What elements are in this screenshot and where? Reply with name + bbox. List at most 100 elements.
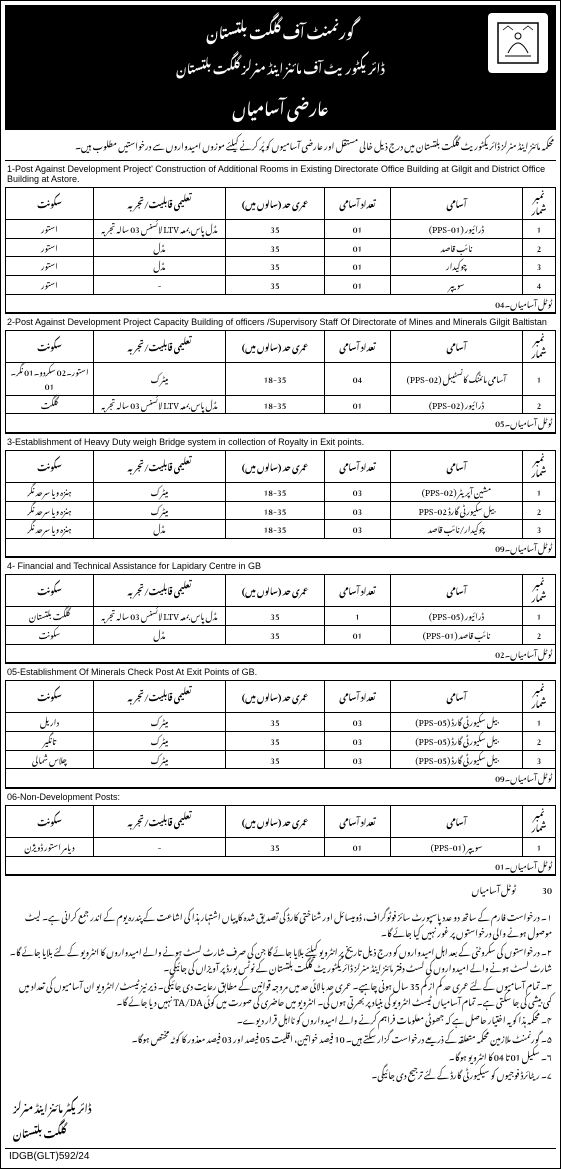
table-cell: 01	[325, 238, 391, 257]
reference-number: IDGB(GLT)592/24	[5, 1148, 556, 1164]
table-header: تعلیمی قابلیت/تجربہ	[94, 681, 226, 713]
grand-total-label: ٹوٹل آسامیاں	[472, 878, 516, 900]
table-cell: گلگت بلتستان	[6, 607, 94, 626]
table-header: سکونت	[6, 805, 94, 837]
table-cell: 01	[325, 626, 391, 645]
table-cell: 03	[325, 713, 391, 732]
table-cell: 35	[226, 713, 325, 732]
table-header: تعلیمی قابلیت/تجربہ	[94, 188, 226, 220]
table-header: آسامی	[391, 188, 523, 220]
table-header: تعداد آسامی	[325, 450, 391, 482]
table-cell: -	[94, 275, 226, 294]
table-header: نمبر شمار	[523, 681, 556, 713]
table-cell: 3	[523, 257, 556, 276]
section-title: 05-Establishment Of Minerals Check Post …	[5, 663, 556, 680]
table-header: عمری حد (سالوں میں)	[226, 331, 325, 363]
table-cell: 01	[325, 838, 391, 857]
table-header: آسامی	[391, 575, 523, 607]
table-cell: 4	[523, 275, 556, 294]
table-cell: گلگت	[6, 395, 94, 414]
table-cell: سویپر	[391, 275, 523, 294]
notes-section: ۱۔ درخواست فارم کے ساتھ دو عدد پاسپورٹ س…	[5, 902, 556, 1090]
table-cell: استور	[6, 257, 94, 276]
table-header: تعلیمی قابلیت/تجربہ	[94, 450, 226, 482]
table-header: آسامی	[391, 805, 523, 837]
table-cell: بیل سکیورٹی گارڈ (PPS-05)	[391, 732, 523, 751]
table-header: آسامی	[391, 331, 523, 363]
note-item: ۲۔ درخواستوں کی سکروٹنی کے بعد اہل امیدو…	[9, 943, 552, 975]
table-cell: 35	[226, 238, 325, 257]
table-header: عمری حد (سالوں میں)	[226, 681, 325, 713]
section-title: 1-Post Against Development Project' Cons…	[5, 160, 556, 187]
table-cell: 1	[523, 838, 556, 857]
table-cell: 35	[226, 257, 325, 276]
note-item: ۴۔ محکمہ ہذا کو یہ اختیار حاصل ہے کہ جھو…	[9, 1011, 552, 1027]
table-cell: 1	[523, 713, 556, 732]
table-cell: چوکیدار/نائب قاصد	[391, 520, 523, 539]
table-row: 2نائب قاصد (PPS-01)0135مڈلسکونت	[6, 626, 556, 645]
job-advertisement-page: گورنمنٹ آف گلگت بلتستان ڈائریکٹوریٹ آف م…	[0, 0, 561, 1169]
table-header: نمبر شمار	[523, 575, 556, 607]
table-cell: 35	[226, 275, 325, 294]
table-cell: ہنزہ ویا سرحد نگر	[6, 501, 94, 520]
table-cell: 18-35	[226, 395, 325, 414]
table-cell: 01	[325, 220, 391, 239]
section-total-row: ٹوٹل آسامیاں۔09	[6, 769, 556, 788]
table-cell: استور۔02 سکردو۔01 نگر۔01	[6, 363, 94, 395]
directorate-name: ڈائریکٹوریٹ آف مائنز اینڈ منرلز گلگت بلت…	[9, 48, 552, 82]
notice-title: عارضی آسامیاں	[9, 82, 552, 126]
table-cell: چلاس شمالی	[6, 750, 94, 769]
table-header: تعداد آسامی	[325, 331, 391, 363]
table-cell: استور	[6, 275, 94, 294]
table-header: عمری حد (سالوں میں)	[226, 188, 325, 220]
table-cell: مشین آپریٹر (PPS-02)	[391, 482, 523, 501]
table-row: 2ڈرائیور (PPS-02)0118-35مڈل پاس بمعہ LTV…	[6, 395, 556, 414]
table-header: تعداد آسامی	[325, 681, 391, 713]
table-row: 2بیل سکیورٹی گارڈ (PPS-05)0335میٹرکتانگی…	[6, 732, 556, 751]
table-cell: مڈل پاس بمعہ LTV لائسنس 03 سالہ تجربہ	[94, 395, 226, 414]
signature-block: ڈائریکٹر مائنز اینڈ منرلز گلگت بلتستان	[5, 1090, 556, 1148]
grand-total-value: 30	[542, 878, 552, 900]
table-header: تعلیمی قابلیت/تجربہ	[94, 331, 226, 363]
table-row: 1بیل سکیورٹی گارڈ (PPS-05)0335میٹرکداریل	[6, 713, 556, 732]
table-cell: ڈرائیور (PPS-05)	[391, 607, 523, 626]
table-cell: 1	[325, 607, 391, 626]
table-header: نمبر شمار	[523, 331, 556, 363]
table-header: سکونت	[6, 681, 94, 713]
table-header: سکونت	[6, 450, 94, 482]
note-item: ۵۔ گورنمنٹ ملازمین محکمہ متعلقہ کے ذریعے…	[9, 1030, 552, 1046]
table-header: سکونت	[6, 575, 94, 607]
signature-title: ڈائریکٹر مائنز اینڈ منرلز	[13, 1094, 548, 1119]
table-cell: 18-35	[226, 501, 325, 520]
note-item: ۱۔ درخواست فارم کے ساتھ دو عدد پاسپورٹ س…	[9, 908, 552, 940]
posts-table: نمبر شمارآسامیتعداد آسامیعمری حد (سالوں …	[5, 574, 556, 663]
table-cell: 03	[325, 750, 391, 769]
table-cell: -	[94, 838, 226, 857]
table-cell: ہنزہ ویا سرحد نگر	[6, 482, 94, 501]
table-cell: 2	[523, 501, 556, 520]
section-title: 06-Non-Development Posts:	[5, 788, 556, 805]
table-cell: 03	[325, 520, 391, 539]
table-cell: 01	[325, 257, 391, 276]
section-total: ٹوٹل آسامیاں۔09	[6, 769, 556, 788]
table-cell: چوکیدار	[391, 257, 523, 276]
table-cell: 01	[325, 395, 391, 414]
table-cell: میٹرک	[94, 732, 226, 751]
table-cell: 18-35	[226, 482, 325, 501]
table-cell: بیل سکیورٹی گارڈ (PPS-05)	[391, 750, 523, 769]
table-header: آسامی	[391, 450, 523, 482]
table-cell: میٹرک	[94, 713, 226, 732]
table-header: نمبر شمار	[523, 188, 556, 220]
sections-container: 1-Post Against Development Project' Cons…	[5, 160, 556, 875]
table-cell: نائب قاصد	[391, 238, 523, 257]
section-total-row: ٹوٹل آسامیاں۔02	[6, 644, 556, 663]
table-cell: 35	[226, 838, 325, 857]
signature-location: گلگت بلتستان	[13, 1119, 548, 1144]
section-total: ٹوٹل آسامیاں۔02	[6, 644, 556, 663]
govt-emblem-logo	[488, 13, 548, 73]
table-cell: 3	[523, 520, 556, 539]
table-cell: 1	[523, 482, 556, 501]
table-header: تعلیمی قابلیت/تجربہ	[94, 805, 226, 837]
table-cell: 2	[523, 626, 556, 645]
table-cell: میٹرک	[94, 501, 226, 520]
